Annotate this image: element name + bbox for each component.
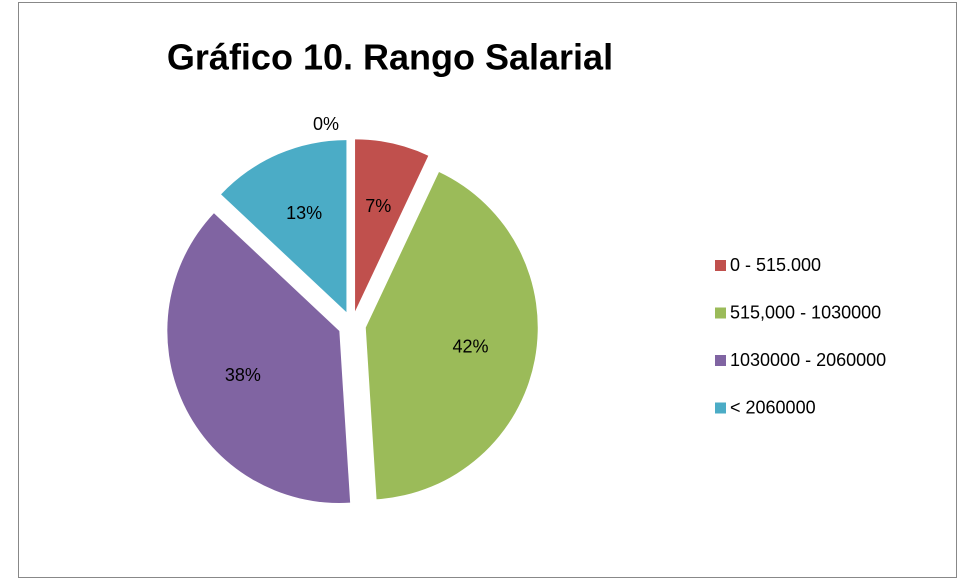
legend-label: < 2060000 — [730, 397, 816, 417]
legend-label: 515,000 - 1030000 — [730, 302, 881, 322]
data-label: 42% — [452, 336, 488, 356]
legend-swatch — [715, 402, 726, 414]
pie-slice — [355, 139, 429, 312]
pie-slice — [221, 140, 347, 313]
chart-title: Gráfico 10. Rango Salarial — [167, 37, 613, 78]
data-label: 38% — [225, 365, 261, 385]
legend-swatch — [715, 260, 726, 271]
legend-label: 1030000 - 2060000 — [730, 350, 886, 370]
legend-swatch — [715, 355, 726, 366]
data-label: 13% — [286, 203, 322, 223]
legend-swatch — [715, 307, 726, 319]
pie-slice — [365, 171, 538, 500]
pie-slice — [167, 213, 351, 503]
data-label: 0% — [313, 114, 339, 134]
data-label: 7% — [365, 196, 391, 216]
legend-label: 0 - 515.000 — [730, 255, 821, 275]
